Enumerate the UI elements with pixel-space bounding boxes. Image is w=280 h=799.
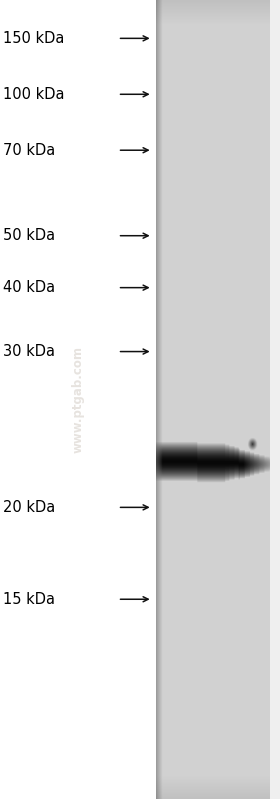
Text: 40 kDa: 40 kDa bbox=[3, 280, 55, 295]
Text: 70 kDa: 70 kDa bbox=[3, 143, 55, 157]
Text: 30 kDa: 30 kDa bbox=[3, 344, 55, 359]
Text: 15 kDa: 15 kDa bbox=[3, 592, 55, 606]
Text: 100 kDa: 100 kDa bbox=[3, 87, 64, 101]
Text: www.ptgab.com: www.ptgab.com bbox=[72, 346, 85, 453]
Text: 20 kDa: 20 kDa bbox=[3, 500, 55, 515]
Text: 150 kDa: 150 kDa bbox=[3, 31, 64, 46]
Text: 50 kDa: 50 kDa bbox=[3, 229, 55, 243]
